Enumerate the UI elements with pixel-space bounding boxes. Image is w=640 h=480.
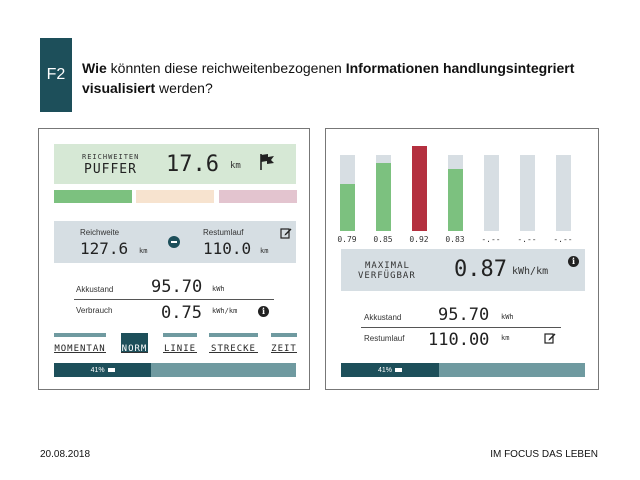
range-unit: km	[139, 247, 148, 255]
mode-button-linie[interactable]: LINIE	[163, 333, 197, 354]
max-label-line2: VERFÜGBAR	[358, 271, 416, 281]
chart-bar-track	[340, 155, 355, 231]
battery-fill: 41%	[54, 363, 152, 377]
chart-bar-track	[376, 155, 391, 231]
buffer-segment-pink	[219, 190, 297, 203]
mode-button-norm[interactable]: NORM	[121, 333, 148, 354]
battery-fill: 41%	[341, 363, 440, 377]
left-variant-panel: REICHWEITEN PUFFER 17.6 km Reichweite 12…	[38, 128, 310, 390]
edit-icon[interactable]	[280, 227, 292, 239]
battery-bar: 41%	[341, 363, 585, 377]
max-label-line1: MAXIMAL	[365, 261, 410, 271]
consumption-bar-chart: 0.79 0.85 0.92 0.83 -.-- -.-- -.--	[337, 146, 590, 244]
info-icon[interactable]: i	[568, 256, 579, 267]
verbrauch-value: 0.75	[161, 303, 202, 323]
chart-bar	[376, 162, 391, 231]
chart-bar-label: 0.85	[373, 235, 393, 244]
info-icon[interactable]: i	[258, 306, 269, 317]
divider	[361, 327, 561, 328]
chart-bar-label: -.--	[553, 235, 573, 244]
akkustand-value: 95.70	[438, 305, 490, 325]
restumlauf-label: Restumlauf	[203, 228, 244, 237]
minus-icon	[168, 236, 180, 248]
chart-bar	[412, 146, 427, 231]
max-available-card: MAXIMAL VERFÜGBAR 0.87 kWh/km i	[341, 249, 585, 291]
mode-button-zeit[interactable]: ZEIT	[271, 333, 297, 354]
chart-bar-label: 0.83	[445, 235, 465, 244]
max-value: 0.87	[454, 257, 507, 282]
divider	[74, 299, 274, 300]
chart-bar-label: 0.92	[409, 235, 429, 244]
battery-percent: 41%	[378, 366, 393, 374]
buffer-label-big: PUFFER	[84, 162, 137, 177]
range-label: Reichweite	[80, 228, 120, 237]
question-part: Wie	[82, 60, 111, 76]
chart-bar-track	[520, 155, 535, 231]
restumlauf-label: Restumlauf	[364, 334, 405, 343]
restumlauf-value: 110.0	[203, 239, 252, 258]
footer-date: 20.08.2018	[40, 449, 91, 460]
flag-icon	[260, 154, 274, 170]
chart-bar-track	[484, 155, 499, 231]
buffer-segment-beige	[136, 190, 214, 203]
chart-bar	[448, 168, 463, 231]
range-value: 127.6	[80, 239, 129, 258]
buffer-unit: km	[230, 161, 241, 171]
chart-bar-track	[448, 155, 463, 231]
verbrauch-unit: kWh/km	[212, 307, 238, 315]
chart-bar-label: -.--	[517, 235, 537, 244]
buffer-label-small: REICHWEITEN	[82, 153, 140, 161]
battery-percent: 41%	[90, 366, 105, 374]
chart-bar-track	[412, 146, 427, 231]
question-part: werden?	[159, 80, 213, 96]
slide-question: Wie könnten diese reichweitenbezogenen I…	[82, 58, 602, 98]
question-part: Informationen handlungsintegriert visual…	[82, 60, 575, 96]
footer-brand: IM FOCUS DAS LEBEN	[490, 449, 598, 460]
mode-button-momentan[interactable]: MOMENTAN	[54, 333, 106, 354]
right-variant-panel: 0.79 0.85 0.92 0.83 -.-- -.-- -.-- MAXIMAL VER…	[325, 128, 599, 390]
restumlauf-unit: km	[260, 247, 269, 255]
chart-bar-label: 0.79	[337, 235, 357, 244]
battery-icon	[107, 368, 115, 372]
slide-tag: F2	[40, 38, 72, 112]
battery-bar: 41%	[54, 363, 296, 377]
chart-bar-track	[556, 155, 571, 231]
verbrauch-label: Verbrauch	[76, 306, 113, 315]
akkustand-value: 95.70	[151, 277, 203, 297]
akkustand-label: Akkustand	[76, 285, 114, 294]
buffer-segment-green	[54, 190, 132, 203]
chart-bar-label: -.--	[481, 235, 501, 244]
restumlauf-value: 110.00	[428, 330, 490, 350]
edit-icon[interactable]	[544, 332, 556, 344]
akkustand-unit: kWh	[212, 285, 225, 293]
akkustand-unit: kWh	[501, 313, 514, 321]
question-part: könnten diese reichweitenbezogenen	[110, 60, 346, 76]
range-card: Reichweite 127.6 km Restumlauf 110.0 km	[54, 221, 296, 263]
akkustand-label: Akkustand	[364, 313, 402, 322]
buffer-value: 17.6	[166, 152, 219, 177]
battery-icon	[395, 368, 403, 372]
range-buffer-card: REICHWEITEN PUFFER 17.6 km	[54, 144, 296, 184]
chart-bar	[340, 183, 355, 231]
restumlauf-unit: km	[501, 334, 510, 342]
mode-button-strecke[interactable]: STRECKE	[209, 333, 258, 354]
max-unit: kWh/km	[512, 266, 549, 277]
